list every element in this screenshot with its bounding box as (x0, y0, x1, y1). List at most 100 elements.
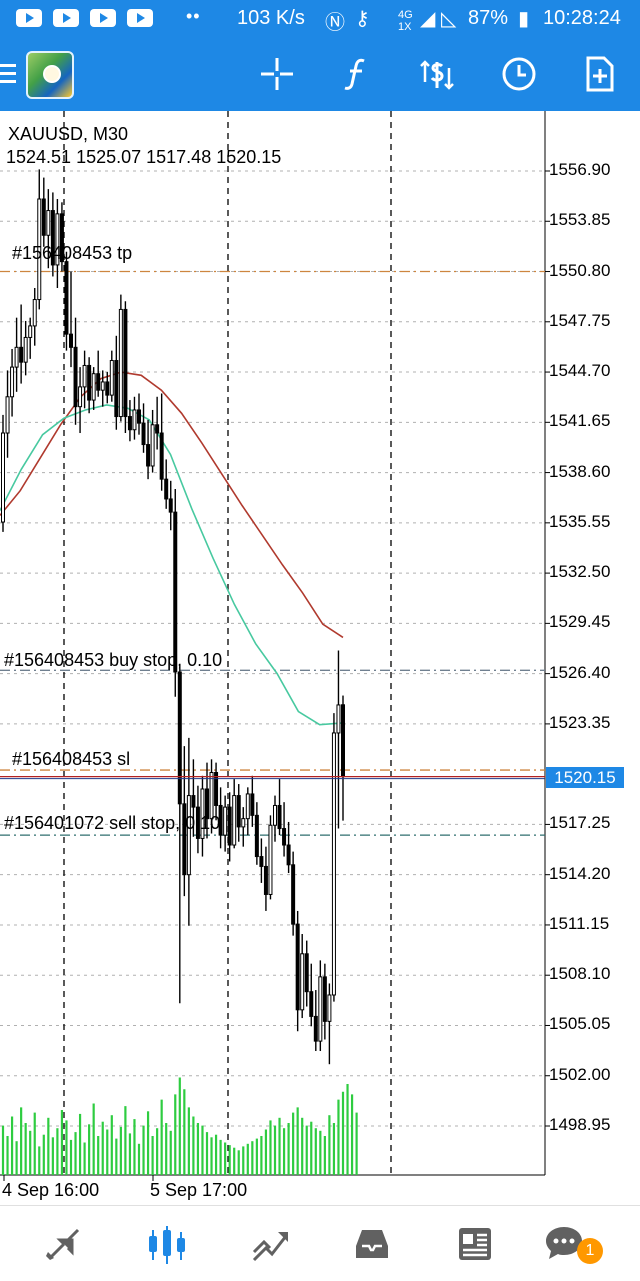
order-line-label[interactable]: #156408453 tp (12, 243, 133, 263)
price-axis-label: 1553.85 (549, 210, 611, 230)
price-chart[interactable]: XAUUSD, M30 1524.51 1525.07 1517.48 1520… (0, 111, 640, 1205)
price-axis-label: 1529.45 (549, 612, 611, 632)
candle-body (168, 498, 173, 513)
candle-body (28, 325, 33, 338)
price-axis-label: 1514.20 (549, 863, 611, 883)
news-icon[interactable] (453, 1222, 497, 1266)
candle-body (286, 844, 291, 866)
app-logo[interactable] (26, 51, 74, 99)
candle-body (5, 396, 10, 434)
quotes-icon[interactable] (42, 1222, 86, 1266)
candle-body (313, 1015, 318, 1042)
candle-body (1, 432, 5, 523)
candle-body (300, 953, 305, 1011)
network-4g-icon: 4G 1X (398, 9, 413, 33)
candle-body (250, 793, 255, 816)
indicators-icon[interactable] (337, 54, 377, 94)
battery-icon: ▮ (518, 8, 530, 30)
candle-body (304, 953, 309, 993)
price-axis-label: 1508.10 (549, 964, 611, 984)
candle-body (82, 364, 87, 388)
signal-icon: ◺ (441, 8, 457, 30)
candle-body (205, 788, 209, 820)
candle-body (46, 210, 51, 236)
candle-body (50, 210, 55, 266)
candle-body (236, 795, 241, 828)
candle-body (331, 732, 336, 996)
order-line-label[interactable]: #156401072 sell stop, 0.10 (4, 813, 221, 833)
app-toolbar (0, 38, 640, 111)
candle-body (123, 308, 128, 418)
timeframe-clock-icon[interactable] (499, 54, 539, 94)
candle-body (309, 991, 314, 1017)
candle-body (78, 386, 83, 408)
symbols-icon[interactable] (417, 54, 457, 94)
crosshair-icon[interactable] (257, 54, 297, 94)
chat-icon[interactable] (542, 1222, 586, 1266)
candle-body (14, 346, 19, 368)
trade-icon[interactable] (248, 1222, 292, 1266)
candle-body (73, 346, 78, 408)
chat-badge: 1 (577, 1238, 603, 1264)
candle-body (227, 806, 232, 846)
symbol-label: XAUUSD, M30 (8, 124, 129, 144)
new-order-icon[interactable] (579, 54, 619, 94)
chart-canvas[interactable] (0, 111, 640, 1205)
candle-body (69, 333, 73, 348)
candle-body (322, 976, 327, 1022)
candle-body (200, 788, 205, 839)
key-icon: ⚷ (355, 8, 370, 30)
candle-body (164, 478, 169, 500)
candle-body (173, 511, 178, 673)
clock: 10:28:24 (543, 7, 621, 29)
status-bar: •• 103 K/s Ⓝ ⚷ 4G 1X ◢ ◺ 87% ▮ 10:28:24 (0, 0, 640, 38)
candle-body (318, 976, 323, 1042)
time-axis-label: 5 Sep 17:00 (150, 1180, 248, 1200)
candle-body (223, 806, 228, 836)
bottom-navigation (0, 1205, 640, 1281)
candle-body (327, 994, 332, 1022)
candle-body (96, 373, 101, 391)
candle-body (118, 308, 123, 418)
candle-body (141, 422, 146, 446)
candle-body (55, 213, 60, 266)
candle-body (195, 806, 200, 839)
candle-body (114, 360, 119, 418)
youtube-icon (16, 9, 42, 27)
chart-icon[interactable] (145, 1222, 189, 1266)
order-line-label[interactable]: #156408453 sl (12, 749, 131, 769)
candle-body (10, 366, 15, 398)
price-axis-label: 1505.05 (549, 1014, 611, 1034)
current-price-tag: 1520.15 (546, 766, 624, 788)
candle-body (159, 432, 164, 480)
candle-body (132, 409, 137, 431)
candle-body (177, 671, 182, 805)
price-axis-label: 1547.75 (549, 310, 611, 330)
candle-body (277, 804, 282, 830)
candle-body (146, 444, 151, 467)
youtube-icon (90, 9, 116, 27)
candle-body (41, 198, 46, 236)
candle-body (282, 828, 287, 846)
menu-icon[interactable] (0, 64, 16, 84)
candle-body (291, 864, 296, 925)
candle-body (91, 373, 96, 401)
candle-body (186, 795, 191, 876)
candle-body (23, 336, 28, 363)
candle-body (254, 814, 259, 858)
candle-body (336, 704, 341, 734)
price-axis-label: 1544.70 (549, 361, 611, 381)
moving-average-slow (0, 371, 344, 639)
candle-body (64, 261, 69, 335)
youtube-icon (53, 9, 79, 27)
history-icon[interactable] (350, 1222, 394, 1266)
price-axis-label: 1526.40 (549, 662, 611, 682)
candle-body (37, 198, 42, 301)
candle-body (150, 424, 155, 467)
order-line-label[interactable]: #156408453 buy stop, 0.10 (4, 650, 223, 670)
price-axis-label: 1532.50 (549, 562, 611, 582)
signal-icon: ◢ (420, 8, 436, 30)
price-axis-label: 1538.60 (549, 461, 611, 481)
price-axis-label: 1535.55 (549, 511, 611, 531)
candle-body (295, 923, 300, 1011)
